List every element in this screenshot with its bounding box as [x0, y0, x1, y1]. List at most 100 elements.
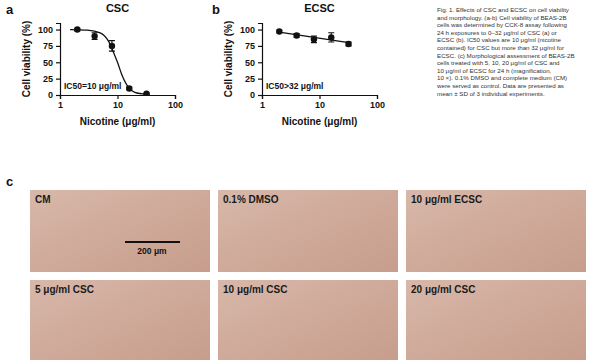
data-point — [345, 41, 351, 47]
tick-label: 25 — [43, 74, 53, 84]
data-point — [126, 85, 132, 91]
micrograph: 0.1% DMSO — [218, 190, 398, 272]
plot-area — [276, 28, 352, 47]
micrograph-image — [30, 280, 210, 360]
x-axis: 1 10 100 — [58, 95, 183, 110]
caption-line: 24 h exposures to 0–32 μg/ml of CSC (a) … — [437, 29, 557, 36]
tick-label: 100 — [370, 100, 385, 110]
x-axis-line — [263, 96, 378, 100]
y-axis-line — [56, 24, 61, 96]
caption-line: ECSC (b). IC50 values are 10 μg/ml (nico… — [437, 36, 561, 43]
tick: 50 — [43, 58, 60, 68]
micrograph-image — [406, 280, 586, 360]
caption-line: 10 ×). 0.1% DMSO and complete medium (CM… — [437, 74, 567, 81]
tick-mark — [56, 95, 60, 96]
panel-label: b — [212, 2, 220, 17]
tick: 10 — [315, 95, 325, 110]
tick-label: 1 — [260, 100, 265, 110]
micrograph-label: 20 μg/ml CSC — [411, 284, 475, 295]
tick: 100 — [38, 25, 60, 35]
error-bar — [109, 41, 115, 51]
tick-mark — [175, 95, 176, 99]
data-point — [91, 33, 97, 39]
micrograph-image — [30, 190, 210, 272]
data-point — [143, 90, 149, 95]
micrograph: 10 μg/ml ECSC — [406, 190, 586, 272]
tick: 50 — [245, 58, 262, 68]
micrograph-label: 10 μg/ml ECSC — [411, 194, 482, 205]
data-point — [109, 43, 115, 49]
error-bar — [92, 33, 98, 40]
tick: 25 — [43, 74, 60, 84]
tick-label: 75 — [245, 41, 255, 51]
data-point — [74, 26, 80, 32]
fit-line — [279, 32, 348, 42]
data-point — [311, 36, 317, 42]
micrograph: CM 200 μm — [30, 190, 210, 272]
tick-mark — [56, 29, 60, 30]
caption: Fig. 1. Effects of CSC and ECSC on cell … — [436, 6, 575, 97]
tick-label: 0 — [48, 90, 53, 100]
tick-label: 50 — [245, 58, 255, 68]
tick-mark — [258, 29, 262, 30]
tick: 1 — [260, 95, 265, 110]
tick-mark — [56, 46, 60, 47]
micrograph: 20 μg/ml CSC — [406, 280, 586, 360]
micrograph-image — [406, 190, 586, 272]
tick: 75 — [245, 41, 262, 51]
caption-line: cells was determined by CCK-8 assay foll… — [437, 21, 568, 28]
scale-bar — [125, 241, 180, 243]
panel-label: a — [6, 2, 14, 17]
tick-mark — [258, 95, 262, 96]
y-axis-title: Cell viability (%) — [21, 21, 32, 98]
tick-label: 1 — [58, 100, 63, 110]
tick-label: 10 — [315, 100, 325, 110]
scale-bar-label: 200 μm — [137, 246, 167, 256]
micrograph-label: 10 μg/ml CSC — [223, 284, 287, 295]
caption-line: mean ± SD of 3 individual experiments. — [437, 90, 545, 97]
x-axis-title: Nicotine (μg/ml) — [80, 116, 156, 127]
tick-label: 100 — [240, 25, 255, 35]
chart: 1101000255075100ECSCNicotine (μg/ml)Cell… — [223, 2, 385, 127]
tick-label: 100 — [38, 25, 53, 35]
micrograph: 5 μg/ml CSC — [30, 280, 210, 360]
y-axis-line — [258, 24, 263, 96]
data-point — [276, 28, 282, 34]
annotation: IC50=10 μg/ml — [64, 81, 121, 91]
caption-line: ECSC. (c) Morphological assessment of BE… — [437, 52, 575, 59]
caption-line: cells treated with 5, 10, 20 μg/ml of CS… — [437, 59, 560, 66]
tick-mark — [258, 46, 262, 47]
annotation: IC50>32 μg/ml — [266, 81, 323, 91]
tick: 100 — [168, 95, 183, 110]
tick: 1 — [58, 95, 63, 110]
tick: 0 — [48, 90, 60, 100]
tick-label: 0 — [250, 90, 255, 100]
caption-line: Fig. 1. Effects of CSC and ECSC on cell … — [437, 6, 570, 13]
tick: 10 — [113, 95, 123, 110]
micrograph-label: CM — [35, 194, 51, 205]
y-axis-title: Cell viability (%) — [223, 21, 234, 98]
tick-label: 100 — [168, 100, 183, 110]
micrograph-image — [218, 190, 398, 272]
chart: 1101000255075100CSCNicotine (μg/ml)Cell … — [21, 2, 183, 127]
micrograph-image — [218, 280, 398, 360]
tick-mark — [56, 79, 60, 80]
tick: 100 — [240, 25, 262, 35]
caption-line: 10 μg/ml of ECSC for 24 h (magnification… — [437, 67, 552, 74]
tick: 0 — [250, 90, 262, 100]
y-axis: 0 25 50 75 100 — [38, 24, 61, 101]
y-axis: 0 25 50 75 100 — [240, 24, 263, 101]
tick-label: 25 — [245, 74, 255, 84]
tick-mark — [377, 95, 378, 99]
data-point — [293, 32, 299, 38]
tick: 25 — [245, 74, 262, 84]
caption-line: and morphology. (a-b) Cell viability of … — [437, 14, 567, 21]
tick: 100 — [370, 95, 385, 110]
tick-label: 75 — [43, 41, 53, 51]
panel-label: c — [6, 174, 13, 189]
data-point — [328, 34, 334, 40]
chart-title: ECSC — [304, 2, 335, 14]
tick-mark — [56, 62, 60, 63]
tick-label: 50 — [43, 58, 53, 68]
tick-label: 10 — [113, 100, 123, 110]
